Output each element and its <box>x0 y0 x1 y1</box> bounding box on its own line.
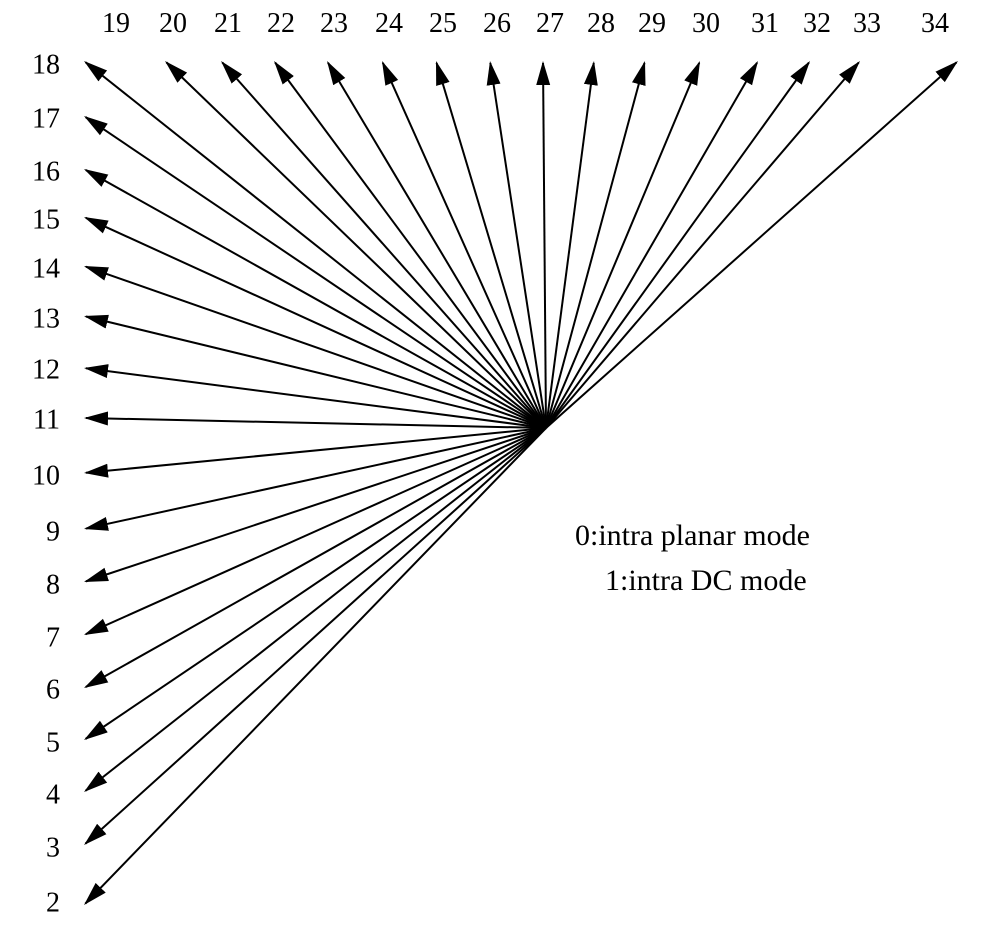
left-label-11: 11 <box>33 404 60 435</box>
top-label-31: 31 <box>751 8 779 39</box>
left-label-9: 9 <box>46 516 60 547</box>
arrow-mode-3 <box>85 428 546 844</box>
top-label-19: 19 <box>102 8 130 39</box>
arrow-mode-23 <box>328 63 546 428</box>
top-label-28: 28 <box>587 8 615 39</box>
left-label-16: 16 <box>32 156 60 187</box>
top-label-34: 34 <box>921 8 949 39</box>
left-label-10: 10 <box>32 460 60 491</box>
top-label-26: 26 <box>483 8 511 39</box>
top-label-22: 22 <box>267 8 295 39</box>
left-label-4: 4 <box>46 779 60 810</box>
legend-line-0: 0:intra planar mode <box>575 519 810 552</box>
arrow-mode-31 <box>546 63 757 428</box>
arrow-mode-9 <box>86 428 546 529</box>
top-label-33: 33 <box>853 8 881 39</box>
left-label-14: 14 <box>32 253 60 284</box>
arrow-mode-15 <box>86 218 546 428</box>
arrow-mode-34 <box>546 62 957 428</box>
left-label-17: 17 <box>32 103 60 134</box>
intra-mode-diagram: 19202122232425262728293031323334 1817161… <box>0 0 1000 947</box>
arrow-mode-16 <box>86 170 546 428</box>
legend-line-1: 1:intra DC mode <box>605 564 807 597</box>
direction-arrows <box>85 62 956 903</box>
left-label-8: 8 <box>46 569 60 600</box>
legend: 0:intra planar mode 1:intra DC mode <box>575 519 810 597</box>
left-label-3: 3 <box>46 832 60 863</box>
top-label-29: 29 <box>638 8 666 39</box>
arrow-mode-21 <box>222 62 546 428</box>
left-label-7: 7 <box>46 622 60 653</box>
left-label-6: 6 <box>46 674 60 705</box>
left-label-18: 18 <box>32 49 60 80</box>
top-axis-labels: 19 20 21 22 23 24 25 26 27 28 29 30 31 32 33 34 <box>102 8 949 39</box>
arrow-mode-5 <box>86 428 546 739</box>
top-label-23: 23 <box>320 8 348 39</box>
left-axis-labels: 18 17 16 15 14 13 12 11 10 9 8 7 6 5 4 3 2 <box>32 49 60 918</box>
top-label-30: 30 <box>692 8 720 39</box>
left-label-15: 15 <box>32 204 60 235</box>
arrow-mode-14 <box>86 267 546 428</box>
left-label-5: 5 <box>46 727 60 758</box>
arrow-mode-29 <box>546 63 644 428</box>
top-label-25: 25 <box>429 8 457 39</box>
arrow-mode-4 <box>86 428 546 791</box>
arrow-mode-20 <box>166 62 546 428</box>
top-label-27: 27 <box>536 8 564 39</box>
arrow-mode-27 <box>543 63 546 428</box>
top-label-21: 21 <box>214 8 242 39</box>
arrow-mode-7 <box>86 428 546 634</box>
arrow-mode-25 <box>437 63 546 428</box>
arrow-mode-32 <box>546 63 809 428</box>
left-label-12: 12 <box>32 354 60 385</box>
left-label-13: 13 <box>32 303 60 334</box>
top-label-24: 24 <box>375 8 403 39</box>
arrow-mode-2 <box>85 428 546 904</box>
top-label-20: 20 <box>159 8 187 39</box>
arrow-mode-33 <box>546 63 859 428</box>
left-label-2: 2 <box>46 887 60 918</box>
top-label-32: 32 <box>803 8 831 39</box>
